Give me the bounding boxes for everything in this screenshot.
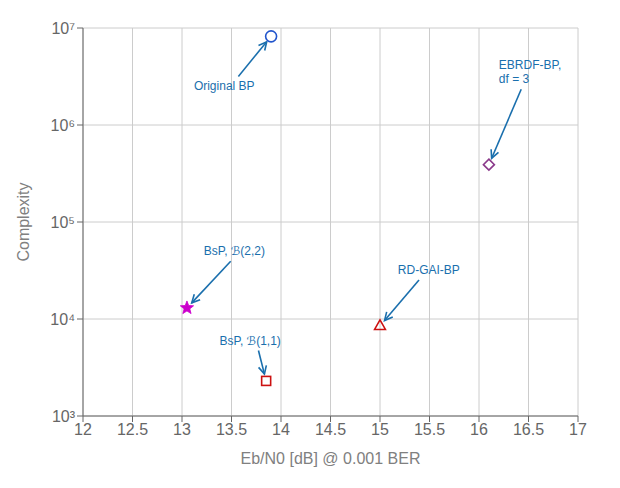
svg-text:10⁵: 10⁵: [51, 214, 75, 231]
svg-text:17: 17: [569, 421, 587, 438]
svg-text:15: 15: [371, 421, 389, 438]
svg-text:10⁴: 10⁴: [50, 311, 75, 328]
svg-text:14: 14: [272, 421, 290, 438]
svg-text:14.5: 14.5: [315, 421, 346, 438]
svg-text:13: 13: [173, 421, 191, 438]
svg-text:12: 12: [74, 421, 92, 438]
svg-text:BsP, ℬ(2,2): BsP, ℬ(2,2): [204, 244, 265, 258]
svg-text:10⁶: 10⁶: [51, 117, 75, 134]
svg-text:15.5: 15.5: [414, 421, 445, 438]
svg-text:EBRDF-BP,df = 3: EBRDF-BP,df = 3: [499, 58, 561, 86]
svg-text:BsP, ℬ(1,1): BsP, ℬ(1,1): [220, 334, 281, 348]
svg-text:RD-GAI-BP: RD-GAI-BP: [398, 263, 460, 277]
svg-text:10⁷: 10⁷: [51, 20, 75, 37]
svg-text:Original BP: Original BP: [194, 79, 255, 93]
svg-text:Complexity: Complexity: [15, 182, 32, 261]
svg-text:10³: 10³: [52, 408, 76, 425]
svg-text:16: 16: [470, 421, 488, 438]
svg-text:13.5: 13.5: [216, 421, 247, 438]
svg-text:Eb/N0 [dB] @ 0.001 BER: Eb/N0 [dB] @ 0.001 BER: [241, 450, 421, 467]
svg-text:16.5: 16.5: [513, 421, 544, 438]
svg-text:12.5: 12.5: [117, 421, 148, 438]
